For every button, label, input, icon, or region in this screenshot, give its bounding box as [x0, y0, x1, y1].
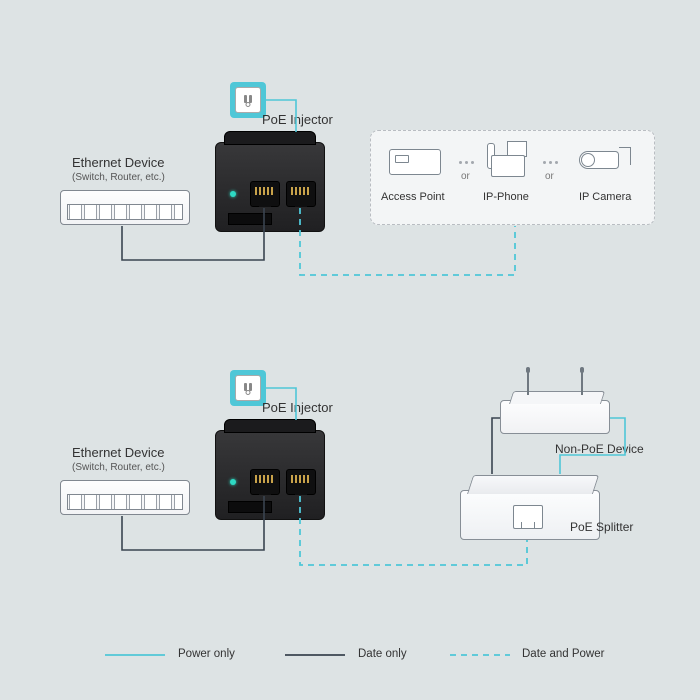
power-outlet-icon-top	[230, 82, 266, 118]
ethernet-sub-bottom: (Switch, Router, etc.)	[72, 462, 165, 473]
poe-injector-top	[215, 142, 325, 232]
ethernet-title-bottom: Ethernet Device	[72, 445, 165, 460]
non-poe-device	[500, 400, 610, 434]
ellipsis-dot	[471, 161, 474, 164]
ellipsis-dot	[459, 161, 462, 164]
access-point-icon	[389, 149, 441, 175]
legend-combo: Date and Power	[522, 648, 604, 660]
connection-wires	[0, 0, 700, 700]
ellipsis-dot	[549, 161, 552, 164]
ellipsis-dot	[465, 161, 468, 164]
diagram-canvas: Ethernet Device (Switch, Router, etc.) P…	[0, 0, 700, 700]
injector-label-bottom: PoE Injector	[262, 400, 333, 415]
ellipsis-dot	[555, 161, 558, 164]
ethernet-title-top: Ethernet Device	[72, 155, 165, 170]
legend-data: Date only	[358, 648, 407, 660]
or-text-1: or	[461, 171, 470, 182]
injector-label-top: PoE Injector	[262, 112, 333, 127]
legend-power: Power only	[178, 648, 235, 660]
or-text-2: or	[545, 171, 554, 182]
power-outlet-icon-bottom	[230, 370, 266, 406]
poe-injector-bottom	[215, 430, 325, 520]
ethernet-switch-bottom	[60, 480, 190, 515]
client-devices-panel: or or Access Point IP-Phone IP Camera	[370, 130, 655, 225]
ethernet-switch-top	[60, 190, 190, 225]
ip-phone-icon	[491, 141, 525, 177]
ethernet-sub-top: (Switch, Router, etc.)	[72, 172, 165, 183]
ip-phone-label: IP-Phone	[483, 191, 529, 203]
ellipsis-dot	[543, 161, 546, 164]
splitter-label: PoE Splitter	[570, 520, 633, 534]
ip-camera-label: IP Camera	[579, 191, 631, 203]
non-poe-label: Non-PoE Device	[555, 442, 644, 456]
access-point-label: Access Point	[381, 191, 445, 203]
ip-camera-icon	[579, 147, 631, 173]
